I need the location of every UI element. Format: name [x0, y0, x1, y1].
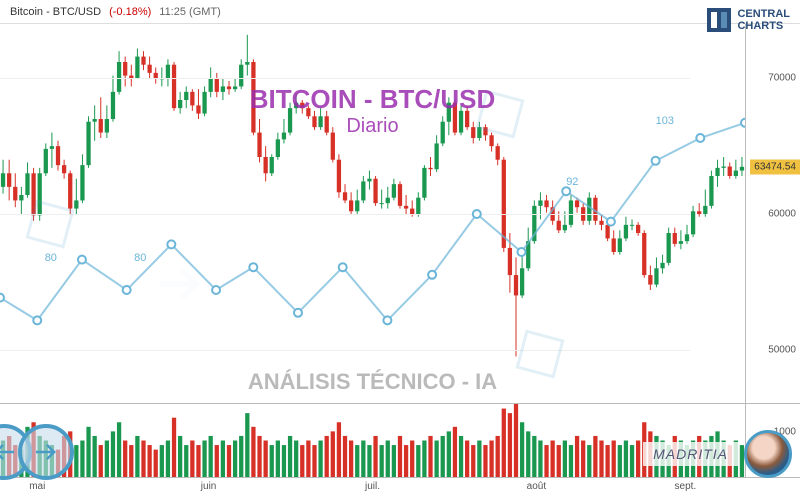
timestamp: 11:25 (GMT): [159, 6, 221, 18]
price-change: (-0.18%): [109, 6, 151, 18]
price-y-axis: 50000600007000063474.54: [745, 24, 800, 403]
author-name: MADRITIA: [643, 442, 738, 466]
nav-next-button[interactable]: [18, 424, 74, 480]
author-badge: MADRITIA: [643, 430, 792, 478]
price-chart-panel[interactable]: BITCOIN - BTC/USD Diario ANÁLISIS TÉCNIC…: [0, 24, 800, 404]
brand-logo: CENTRALCHARTS: [707, 8, 790, 32]
logo-text-2: CHARTS: [737, 20, 790, 32]
logo-text-1: CENTRAL: [737, 8, 790, 20]
author-avatar[interactable]: [744, 430, 792, 478]
time-x-axis: maijuinjuil.aoûtsept.: [0, 478, 800, 500]
logo-icon: [707, 8, 731, 32]
ticker-name: Bitcoin - BTC/USD: [10, 6, 101, 18]
nav-arrows: [0, 424, 74, 480]
volume-bars: [0, 404, 745, 477]
chart-header: Bitcoin - BTC/USD (-0.18%) 11:25 (GMT): [0, 0, 800, 24]
